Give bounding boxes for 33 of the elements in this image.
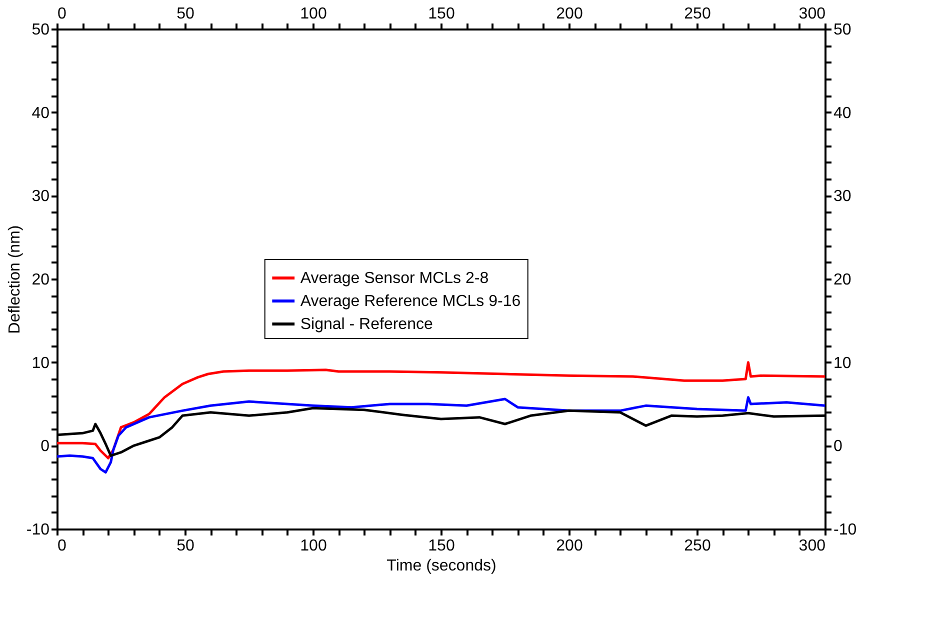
legend-label: Signal - Reference (300, 316, 433, 333)
x2-tick-label: 200 (556, 538, 583, 554)
x2-tick-label: 50 (176, 538, 194, 554)
y2-tick-label: 30 (834, 188, 852, 206)
y2-tick-label: 40 (834, 104, 852, 122)
y2-tick-label: 0 (834, 438, 842, 456)
x2-tick-label: 100 (300, 538, 327, 554)
y-tick-label: 20 (32, 272, 50, 288)
y-axis-title: Deflection (nm) (6, 225, 24, 334)
x-tick-label: 200 (556, 6, 583, 22)
x-tick-label: 300 (798, 6, 826, 22)
x-tick-label: 0 (58, 6, 66, 22)
y2-tick-label: -10 (834, 522, 857, 538)
y-tick-label: -10 (26, 522, 50, 538)
y-tick-label: 0 (40, 438, 50, 456)
legend-label: Average Reference MCLs 9-16 (300, 293, 521, 310)
x-tick-label: 50 (176, 6, 194, 22)
x-tick-label: 100 (300, 6, 327, 22)
x2-tick-label: 150 (428, 538, 455, 554)
x2-tick-label: 300 (798, 538, 826, 554)
x-axis-title: Time (seconds) (386, 558, 496, 574)
x-tick-label: 150 (428, 6, 455, 22)
x-tick-label: 250 (684, 6, 711, 22)
y2-tick-label: 20 (834, 272, 852, 288)
y2-tick-label: 10 (834, 354, 852, 372)
y2-tick-label: 50 (834, 22, 852, 38)
y-tick-label: 30 (32, 188, 50, 206)
y-tick-label: 50 (32, 22, 50, 38)
y-tick-label: 10 (32, 354, 50, 372)
y-tick-label: 40 (32, 104, 50, 122)
x2-tick-label: 250 (684, 538, 711, 554)
x2-tick-label: 0 (58, 538, 66, 554)
legend-label: Average Sensor MCLs 2-8 (300, 270, 489, 287)
